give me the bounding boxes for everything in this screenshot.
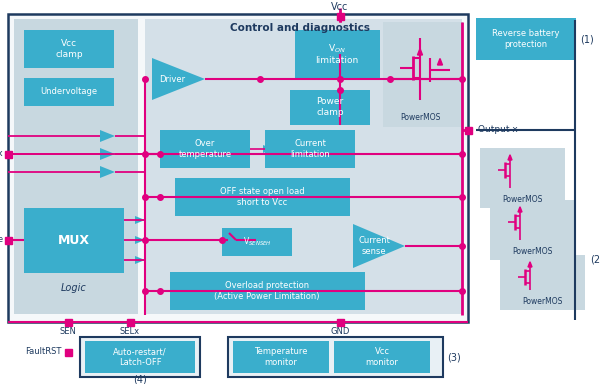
Bar [228,337,443,377]
Text: SELx: SELx [120,328,140,336]
Bar [464,126,472,134]
Bar [233,341,329,373]
Bar [222,228,292,256]
Polygon shape [263,145,273,153]
Text: V$_{ON}$
limitation: V$_{ON}$ limitation [316,43,359,65]
Polygon shape [135,256,145,264]
Bar [500,255,585,310]
Text: Power
clamp: Power clamp [316,97,344,117]
Text: Current
sense: Current sense [358,236,390,256]
Text: Output x: Output x [478,126,518,134]
Bar [170,272,365,310]
Bar [160,130,250,168]
Bar [476,18,576,60]
Text: Auto-restart/
Latch-OFF: Auto-restart/ Latch-OFF [113,347,167,367]
Text: Overload protection
(Active Power Limitation): Overload protection (Active Power Limita… [214,281,320,301]
Polygon shape [135,216,145,224]
Bar [8,14,468,322]
Polygon shape [418,48,422,55]
Polygon shape [100,166,115,178]
Bar [85,341,195,373]
Bar [14,19,138,314]
Text: (3): (3) [447,352,461,362]
Bar [337,13,343,20]
Bar [127,318,133,326]
Polygon shape [100,130,115,142]
Bar [480,148,565,208]
Polygon shape [518,207,522,212]
Text: Over
temperature: Over temperature [178,139,232,159]
Polygon shape [152,58,205,100]
Bar [65,318,71,326]
Text: V$_{SENSEH}$: V$_{SENSEH}$ [242,236,271,248]
Text: Vcc
clamp: Vcc clamp [55,39,83,59]
Bar [145,19,462,314]
Text: (2): (2) [590,255,600,265]
Polygon shape [528,262,532,267]
Text: Control and diagnostics: Control and diagnostics [230,23,370,33]
Text: INx: INx [0,149,3,159]
Text: Current
limitation: Current limitation [290,139,330,159]
Text: PowerMOS: PowerMOS [512,248,552,257]
Text: MUX: MUX [58,233,90,247]
Polygon shape [135,236,145,244]
Bar [290,90,370,125]
Text: Vcc: Vcc [331,2,349,12]
Polygon shape [437,58,443,65]
Text: PowerMOS: PowerMOS [522,298,562,306]
Text: MultiSense: MultiSense [0,235,3,245]
Text: PowerMOS: PowerMOS [502,195,542,205]
Bar [24,30,114,68]
Bar [5,237,11,243]
Bar [265,130,355,168]
Polygon shape [100,148,115,160]
Text: SEN: SEN [59,328,76,336]
Text: (1): (1) [580,34,594,44]
Polygon shape [353,224,405,268]
Bar [383,22,463,127]
Polygon shape [508,155,512,160]
Text: Vcc
monitor: Vcc monitor [365,347,398,367]
Bar [175,178,350,216]
Bar [65,349,71,356]
Bar [24,78,114,106]
Text: Logic: Logic [61,283,87,293]
Bar [337,318,343,326]
Text: FaultRST: FaultRST [26,348,62,356]
Bar [490,200,575,260]
Text: GND: GND [331,328,350,336]
Bar [80,337,200,377]
Text: Undervoltage: Undervoltage [40,88,98,96]
Bar [24,208,124,273]
Bar [5,151,11,157]
Bar [295,30,380,78]
Text: (4): (4) [133,375,147,384]
Text: Temperature
monitor: Temperature monitor [254,347,308,367]
Text: Driver: Driver [159,74,185,83]
Text: OFF state open load
short to Vcc: OFF state open load short to Vcc [220,187,304,207]
Text: PowerMOS: PowerMOS [400,114,440,122]
Text: Reverse battery
protection: Reverse battery protection [492,29,560,49]
Bar [334,341,430,373]
